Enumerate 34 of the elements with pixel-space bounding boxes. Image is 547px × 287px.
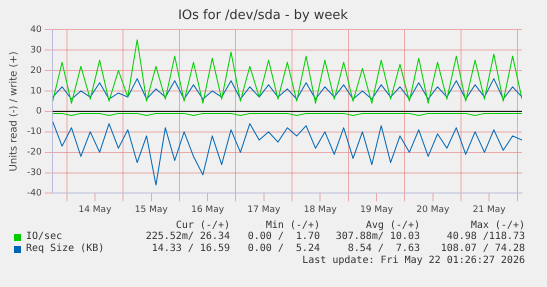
y-tick-label: 40 [30, 24, 42, 35]
x-tick-label: 17 May [247, 204, 282, 215]
y-tick-label: -40 [26, 188, 42, 199]
text: Last update: Fri May 22 01:26:27 2026 [302, 255, 525, 266]
y-tick-label: 20 [30, 66, 42, 76]
text: 225.52m/ 26.34 [146, 231, 230, 242]
y-tick-label: 0 [36, 106, 42, 117]
text: 0.00 / 5.24 [248, 243, 320, 254]
text: 14.33 / 16.59 [152, 243, 230, 254]
text: Min (-/+) [266, 220, 320, 231]
text: 307.88m/ 10.03 [336, 231, 420, 242]
text: 0.00 / 1.70 [248, 231, 320, 242]
x-tick-label: 18 May [304, 204, 338, 215]
y-tick-label: -30 [26, 168, 42, 178]
x-tick-label: 15 May [134, 204, 168, 215]
x-tick-label: 19 May [360, 204, 394, 215]
text: Avg (-/+) [366, 220, 420, 231]
x-tick-label: 14 May [78, 204, 112, 215]
text: 8.54 / 7.63 [348, 243, 420, 254]
y-tick-label: -10 [26, 127, 42, 138]
y-tick-label: -20 [26, 148, 42, 158]
legend-label: IO/sec [26, 231, 62, 242]
y-tick-label: 10 [30, 86, 42, 96]
chart-title: IOs for /dev/sda - by week [178, 8, 348, 24]
text: 108.07 / 74.28 [440, 243, 525, 254]
text: Max (-/+) [470, 220, 525, 231]
text: Cur (-/+) [176, 220, 230, 231]
y-tick-label: 30 [30, 45, 42, 56]
x-tick-label: 21 May [472, 204, 506, 215]
legend-label: Req Size (KB) [26, 243, 104, 254]
y-axis-title: Units read (-) / write (+) [8, 51, 20, 172]
text: 40.98 /118.73 [446, 231, 525, 242]
x-tick-label: 16 May [191, 204, 225, 215]
x-tick-label: 20 May [416, 204, 450, 215]
